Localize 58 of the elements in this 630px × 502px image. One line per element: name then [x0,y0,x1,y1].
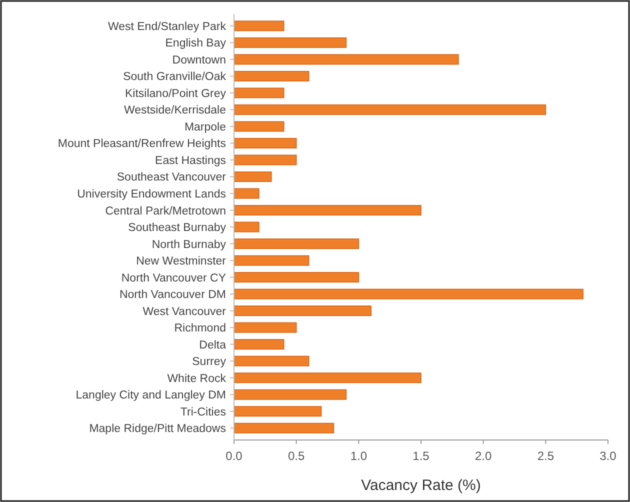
bar [234,339,284,350]
x-tick-label: 0.5 [288,449,305,463]
bar [234,104,546,115]
bar [234,204,422,216]
y-tick-label: Tri-Cities [180,406,226,418]
bar [234,222,260,232]
y-tick-label: Marpole [184,121,226,134]
bar [234,154,297,166]
y-tick-label: East Hastings [155,154,226,167]
bar [234,70,310,82]
y-tick-label: South Granville/Oak [123,71,226,84]
bar [234,54,459,65]
bar [234,20,284,32]
y-tick-label: Mount Pleasant/Renfrew Heights [58,138,226,150]
y-tick-label: North Vancouver CY [121,272,226,284]
bar [234,356,310,366]
y-tick-label: Maple Ridge/Pitt Meadows [89,423,226,436]
y-tick-label: English Bay [165,38,226,50]
y-tick-label: Kitsilano/Point Grey [125,88,226,100]
bar [234,255,310,266]
y-tick-label: Richmond [174,322,226,335]
y-tick-label: West Vancouver [142,306,226,318]
bar [234,288,584,300]
x-tick-label: 3.0 [600,449,617,463]
bar [234,238,360,250]
bar [234,88,284,98]
y-tick-label: Surrey [192,356,226,368]
bar [234,121,284,132]
bar [234,306,372,316]
x-tick-label: 1.5 [412,449,430,463]
bar [234,372,422,384]
y-tick-label: Langley City and Langley DM [76,390,226,402]
y-tick-label: North Burnaby [152,238,226,251]
bar [234,389,347,400]
bar [234,422,334,434]
y-tick-label: New Westminster [136,256,226,268]
x-axis-title: Vacancy Rate (%) [361,477,481,494]
y-tick-label: Westside/Kerrisdale [124,104,226,117]
x-tick-label: 0.0 [226,449,243,463]
bar [234,406,322,417]
bar [234,322,297,333]
y-tick-label: West End/Stanley Park [108,20,226,33]
y-tick-label: Central Park/Metrotown [105,205,226,218]
bar [234,37,347,48]
x-tick-label: 2.5 [537,449,554,463]
bar [234,188,260,199]
y-tick-label: White Rock [167,372,226,385]
x-tick-label: 1.0 [350,449,368,463]
y-tick-label: Downtown [172,54,226,66]
bar [234,272,360,283]
y-tick-label: Southeast Vancouver [116,172,226,184]
bar [234,171,272,182]
y-tick-label: University Endowment Lands [77,188,226,201]
y-tick-label: Southeast Burnaby [128,222,226,234]
x-tick-label: 2.0 [474,449,492,463]
y-tick-label: North Vancouver DM [119,289,226,302]
y-tick-label: Delta [199,339,227,352]
bar [234,138,297,148]
